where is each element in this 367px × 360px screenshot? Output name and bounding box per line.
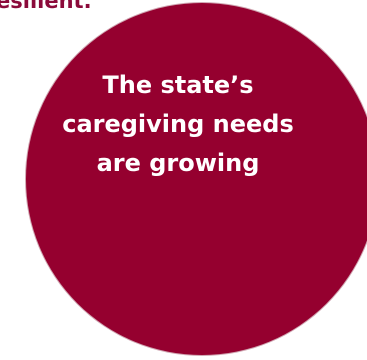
callout-circle-text: The state’s caregiving needs are growing (62, 71, 294, 177)
callout-circle (26, 3, 367, 355)
heading-fragment: esilient. (0, 0, 92, 13)
